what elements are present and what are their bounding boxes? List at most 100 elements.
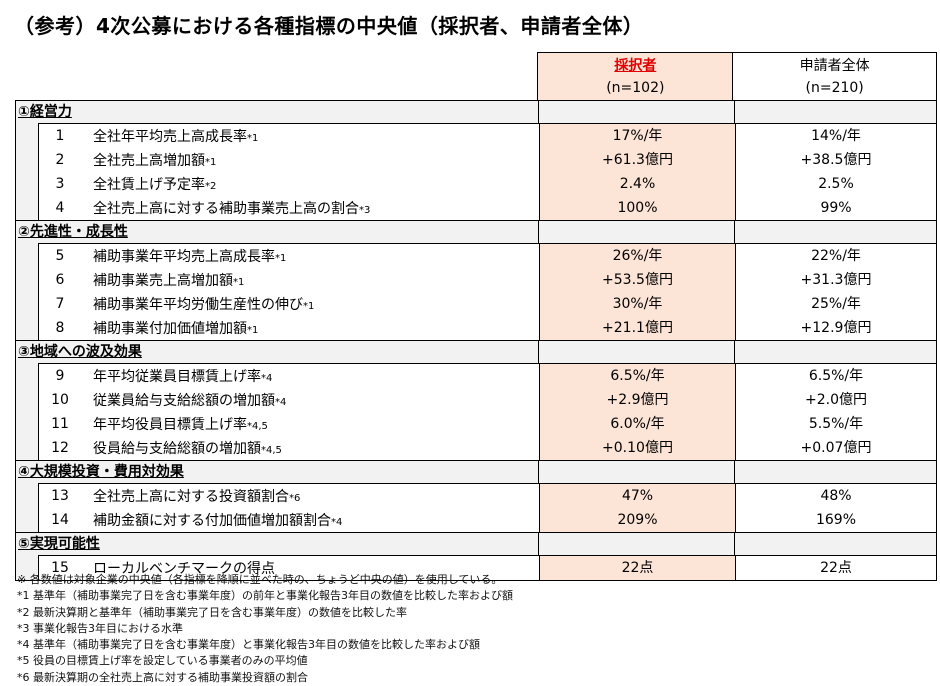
row-number: 12 bbox=[51, 440, 69, 456]
indicator-name: 従業員給与支給総額の増加額 bbox=[93, 393, 275, 409]
table-row: 12 役員給与支給総額の増加額*4,5 +0.10億円 +0.07億円 bbox=[39, 436, 936, 460]
adopted-value: +2.9億円 bbox=[539, 388, 735, 412]
column-header-all: 申請者全体 (n=210) bbox=[732, 52, 938, 100]
all-value: +31.3億円 bbox=[735, 268, 936, 292]
table-row: 13 全社売上高に対する投資額割合*6 47% 48% bbox=[39, 484, 936, 508]
section-label: ①経営力 bbox=[18, 104, 72, 120]
table-row: 14 補助金額に対する付加価値増加額割合*4 209% 169% bbox=[39, 508, 936, 532]
adopted-value: 2.4% bbox=[539, 172, 735, 196]
footnote-ref: *1 bbox=[275, 253, 287, 264]
adopted-value: +61.3億円 bbox=[539, 148, 735, 172]
adopted-value: 47% bbox=[539, 484, 735, 508]
indicator-name: 全社売上高増加額 bbox=[93, 153, 205, 169]
footnote-ref: *4,5 bbox=[247, 421, 268, 432]
indicator-name: 年平均従業員目標賃上げ率 bbox=[93, 369, 261, 385]
section-label: ③地域への波及効果 bbox=[18, 344, 142, 360]
indicator-name: 補助事業年平均売上高成長率 bbox=[93, 249, 275, 265]
footnotes: ※ 各数値は対象企業の中央値（各指標を降順に並べた時の、ちょうど中央の値）を使用… bbox=[17, 572, 513, 686]
section-header: ③地域への波及効果 bbox=[15, 340, 937, 363]
table-row: 10 従業員給与支給総額の増加額*4 +2.9億円 +2.0億円 bbox=[39, 388, 936, 412]
row-number: 13 bbox=[51, 488, 69, 504]
footnote-ref: *6 bbox=[289, 493, 301, 504]
all-value: 99% bbox=[735, 196, 936, 220]
indicator-name: 年平均役員目標賃上げ率 bbox=[93, 417, 247, 433]
footnote: *1 基準年（補助事業完了日を含む事業年度）の前年と事業化報告3年目の数値を比較… bbox=[17, 589, 513, 603]
adopted-value: 22点 bbox=[539, 556, 735, 580]
footnote: ※ 各数値は対象企業の中央値（各指標を降順に並べた時の、ちょうど中央の値）を使用… bbox=[17, 573, 503, 586]
adopted-value: 6.0%/年 bbox=[539, 412, 735, 436]
all-value: 6.5%/年 bbox=[735, 364, 936, 388]
indicator-name: 全社年平均売上高成長率 bbox=[93, 129, 247, 145]
adopted-value: +53.5億円 bbox=[539, 268, 735, 292]
indicator-name: 役員給与支給総額の増加額 bbox=[93, 441, 261, 457]
all-value: 14%/年 bbox=[735, 124, 936, 148]
all-value: +12.9億円 bbox=[735, 316, 936, 340]
column-header-adopted: 採択者 (n=102) bbox=[537, 52, 733, 100]
footnote: *4 基準年（補助事業完了日を含む事業年度）と事業化報告3年目の数値を比較した率… bbox=[17, 638, 480, 652]
table-body: ①経営力 1 全社年平均売上高成長率*1 17%/年 14%/年 2 全社売上高… bbox=[15, 100, 937, 580]
table-row: 8 補助事業付加価値増加額*1 +21.1億円 +12.9億円 bbox=[39, 316, 936, 340]
footnote-ref: *4 bbox=[331, 517, 343, 528]
adopted-value: +21.1億円 bbox=[539, 316, 735, 340]
indicator-name: 補助金額に対する付加価値増加額割合 bbox=[93, 513, 331, 529]
footnote-ref: *1 bbox=[233, 277, 245, 288]
indicator-table: 採択者 (n=102) 申請者全体 (n=210) ①経営力 1 全社年平均売上… bbox=[15, 52, 938, 581]
footnote-ref: *3 bbox=[359, 205, 371, 216]
all-value: 48% bbox=[735, 484, 936, 508]
page-title: （参考）4次公募における各種指標の中央値（採択者、申請者全体） bbox=[14, 14, 644, 38]
indicator-name: 全社賃上げ予定率 bbox=[93, 177, 205, 193]
section-header: ④大規模投資・費用対効果 bbox=[15, 460, 937, 483]
footnote-ref: *1 bbox=[303, 301, 315, 312]
indicator-name: ローカルベンチマークの得点 bbox=[93, 561, 275, 577]
indicator-name: 全社売上高に対する投資額割合 bbox=[93, 489, 289, 505]
row-number: 9 bbox=[55, 368, 65, 384]
indicator-name: 補助事業付加価値増加額 bbox=[93, 321, 247, 337]
adopted-value: +0.10億円 bbox=[539, 436, 735, 460]
row-number: 2 bbox=[55, 152, 65, 168]
row-number: 4 bbox=[55, 200, 65, 216]
table-row: 6 補助事業売上高増加額*1 +53.5億円 +31.3億円 bbox=[39, 268, 936, 292]
row-number: 6 bbox=[55, 272, 65, 288]
all-value: 22%/年 bbox=[735, 244, 936, 268]
section-label: ④大規模投資・費用対効果 bbox=[18, 464, 184, 480]
adopted-value: 6.5%/年 bbox=[539, 364, 735, 388]
footnote: *6 最新決算期の全社売上高に対する補助事業投資額の割合 bbox=[17, 670, 308, 684]
table-row: 1 全社年平均売上高成長率*1 17%/年 14%/年 bbox=[39, 124, 936, 148]
table-row: 4 全社売上高に対する補助事業売上高の割合*3 100% 99% bbox=[39, 196, 936, 220]
adopted-value: 17%/年 bbox=[539, 124, 735, 148]
indicator-name: 補助事業年平均労働生産性の伸び bbox=[93, 297, 303, 313]
table-row: 11 年平均役員目標賃上げ率*4,5 6.0%/年 5.5%/年 bbox=[39, 412, 936, 436]
row-number: 14 bbox=[51, 512, 69, 528]
section-label: ⑤実現可能性 bbox=[18, 536, 100, 552]
section-header: ①経営力 bbox=[15, 100, 937, 123]
footnote-ref: *4,5 bbox=[261, 445, 282, 456]
table-row: 7 補助事業年平均労働生産性の伸び*1 30%/年 25%/年 bbox=[39, 292, 936, 316]
adopted-value: 26%/年 bbox=[539, 244, 735, 268]
row-number: 11 bbox=[51, 416, 69, 432]
all-value: 2.5% bbox=[735, 172, 936, 196]
indicator-name: 全社売上高に対する補助事業売上高の割合 bbox=[93, 201, 359, 217]
table-row: 15 ローカルベンチマークの得点 22点 22点 bbox=[39, 556, 936, 580]
row-number: 5 bbox=[55, 248, 65, 264]
section-header: ②先進性・成長性 bbox=[15, 220, 937, 243]
footnote: *3 事業化報告3年目における水準 bbox=[17, 621, 183, 635]
table-header: 採択者 (n=102) 申請者全体 (n=210) bbox=[15, 52, 938, 100]
all-value: +2.0億円 bbox=[735, 388, 936, 412]
row-number: 3 bbox=[55, 176, 65, 192]
footnote-ref: *1 bbox=[205, 157, 217, 168]
table-row: 9 年平均従業員目標賃上げ率*4 6.5%/年 6.5%/年 bbox=[39, 364, 936, 388]
adopted-value: 30%/年 bbox=[539, 292, 735, 316]
all-value: 169% bbox=[735, 508, 936, 532]
footnote: *5 役員の目標賃上げ率を設定している事業者のみの平均値 bbox=[17, 654, 308, 668]
all-value: +38.5億円 bbox=[735, 148, 936, 172]
all-value: 5.5%/年 bbox=[735, 412, 936, 436]
footnote-ref: *4 bbox=[261, 373, 273, 384]
section-header: ⑤実現可能性 bbox=[15, 532, 937, 555]
footnote-ref: *1 bbox=[247, 133, 259, 144]
adopted-value: 100% bbox=[539, 196, 735, 220]
row-number: 8 bbox=[55, 320, 65, 336]
row-number: 15 bbox=[51, 560, 69, 576]
all-value: 25%/年 bbox=[735, 292, 936, 316]
table-row: 3 全社賃上げ予定率*2 2.4% 2.5% bbox=[39, 172, 936, 196]
footnote: *2 最新決算期と基準年（補助事業完了日を含む事業年度）の数値を比較した率 bbox=[17, 605, 407, 619]
